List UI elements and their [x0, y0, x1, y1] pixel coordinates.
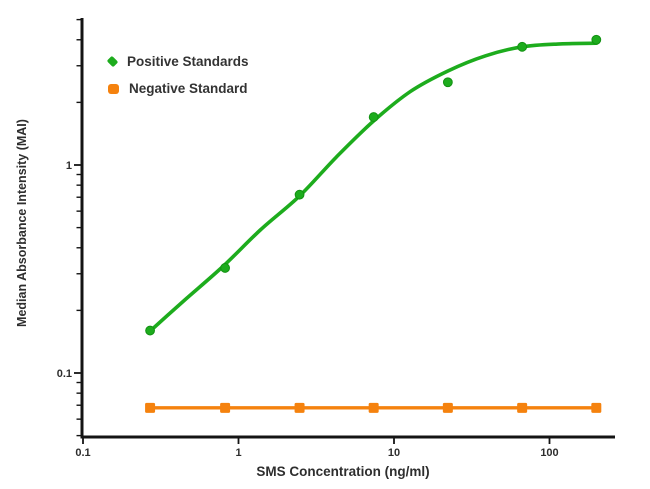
legend-label-positive: Positive Standards	[127, 54, 249, 69]
negative-data-point	[442, 402, 453, 413]
positive-data-point	[368, 112, 379, 122]
negative-data-point	[220, 402, 231, 413]
x-tick-label: 0.1	[75, 447, 90, 459]
x-axis-label: SMS Concentration (ng/ml)	[256, 464, 430, 479]
negative-series-marker-icon	[108, 83, 119, 94]
y-axis-label: Median Absorbance Intensity (MAI)	[15, 119, 29, 327]
positive-data-point	[220, 263, 230, 273]
legend: Positive Standards Negative Standard	[106, 52, 249, 98]
legend-item-positive: Positive Standards	[106, 52, 249, 71]
positive-data-point	[591, 34, 602, 45]
negative-data-point	[517, 402, 528, 413]
legend-label-negative: Negative Standard	[129, 81, 248, 96]
positive-data-point	[145, 325, 155, 336]
positive-data-point	[442, 77, 453, 88]
positive-series-marker-icon	[106, 55, 119, 68]
x-tick-label: 10	[388, 447, 400, 459]
y-tick-label: 1	[66, 160, 72, 172]
positive-data-point	[294, 189, 305, 200]
y-tick-label: 0.1	[57, 368, 72, 380]
positive-data-point	[517, 41, 528, 52]
x-tick-label: 100	[540, 447, 558, 459]
negative-data-point	[591, 402, 602, 413]
x-tick-label: 1	[235, 447, 241, 459]
negative-data-point	[294, 402, 305, 413]
negative-data-point	[145, 402, 156, 413]
negative-data-point	[368, 402, 379, 413]
legend-item-negative: Negative Standard	[108, 79, 249, 98]
